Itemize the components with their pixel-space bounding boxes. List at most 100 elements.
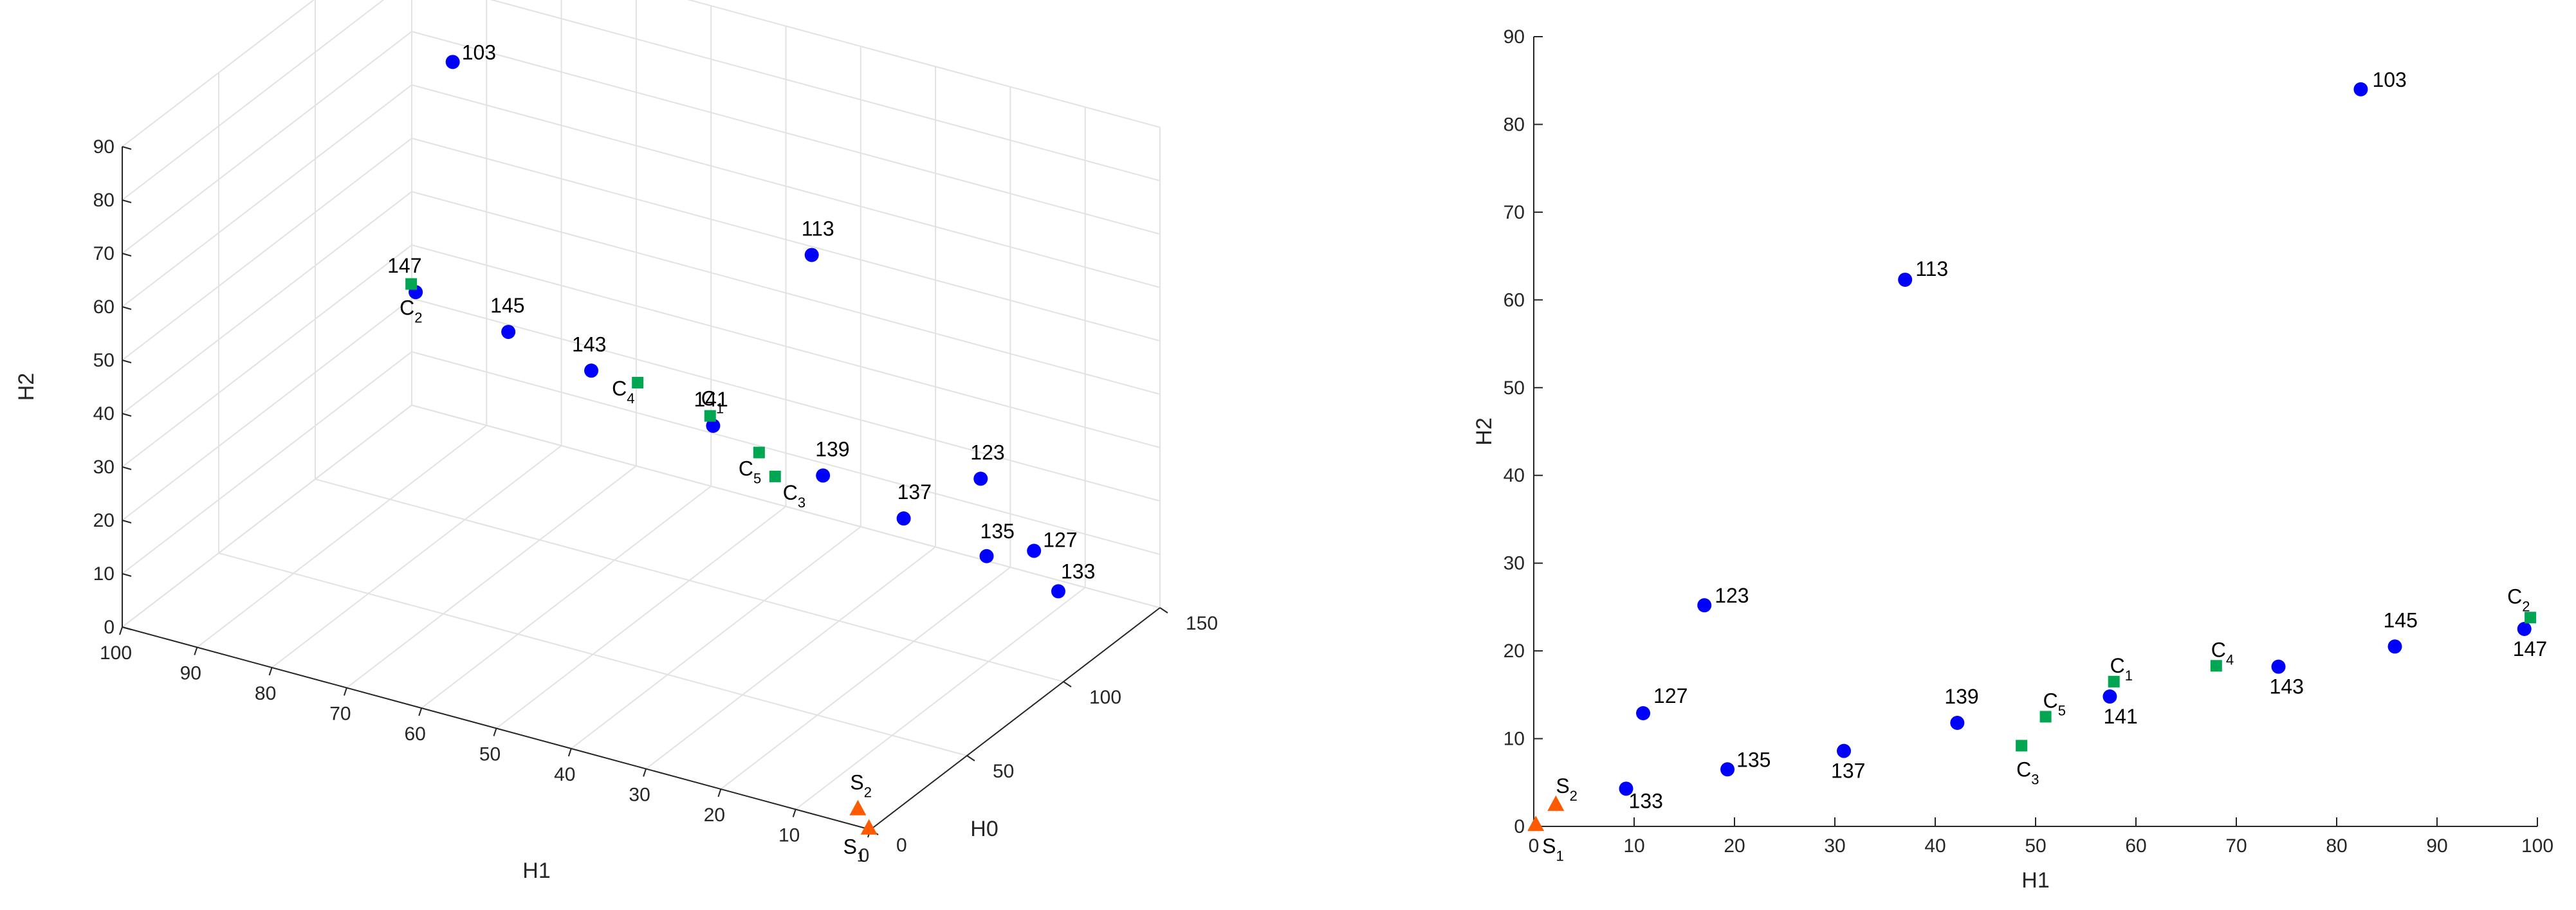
h1-tick-label: 60 (405, 723, 426, 745)
grid-line (571, 526, 861, 749)
x-axis-label: H1 (2021, 868, 2049, 893)
h2-tick-mark (122, 146, 132, 150)
grid-line (411, 405, 1161, 608)
data-point-square (2108, 675, 2120, 687)
grid-line (495, 505, 787, 729)
grid-line (720, 567, 1011, 790)
y-tick-label: 50 (1504, 378, 1525, 399)
point-label-3d: C5 (739, 457, 761, 487)
x-tick-label: 0 (1529, 835, 1540, 857)
h1-tick-mark (268, 667, 273, 676)
x-tick-label: 40 (1924, 835, 1946, 857)
point-label-3d: S2 (850, 771, 872, 801)
h2-tick-mark (122, 626, 132, 630)
panel-2d: 0 10 20 30 40 50 60 70 80 90 100 0 10 20 30 40 50 60 70 80 9… (1472, 26, 2553, 893)
x-tick-label: 30 (1824, 835, 1845, 857)
h2-tick-mark (122, 306, 132, 310)
y-tick-label: 90 (1504, 26, 1525, 48)
h0-tick-label: 100 (1089, 687, 1121, 708)
h2-tick-mark (122, 359, 132, 363)
h1-tick-label: 20 (704, 805, 725, 826)
h1-tick-label: 0 (859, 845, 870, 866)
h1-tick-mark (194, 647, 198, 655)
point-label-3d: 143 (572, 332, 606, 356)
point-label-3d: 139 (815, 437, 849, 460)
data-point-3d-square (753, 446, 765, 459)
data-point-3d-circle (979, 549, 994, 563)
h1-tick-label: 80 (255, 683, 276, 704)
x-tick-label: 60 (2125, 835, 2146, 857)
y-tick-label: 70 (1504, 202, 1525, 223)
grid-line (490, 0, 1161, 181)
point-label-3d: 127 (1043, 528, 1077, 551)
point-label-3d: 103 (462, 41, 496, 64)
point-label: 127 (1653, 684, 1688, 707)
grid-line (122, 405, 412, 628)
h1-tick-mark (567, 748, 572, 757)
point-label-3d: C2 (400, 296, 422, 326)
data-point-3d-circle (706, 419, 721, 433)
x-tick-label: 80 (2326, 835, 2347, 857)
point-label-3d: 145 (490, 294, 524, 317)
point-label-3d: 133 (1061, 560, 1095, 583)
data-point-3d-square (632, 377, 644, 389)
data-point-3d-circle (1051, 584, 1066, 599)
h1-tick-mark (792, 809, 796, 817)
point-label: C4 (2211, 638, 2234, 668)
data-point-triangle (1547, 795, 1565, 811)
data-point-circle (1837, 743, 1852, 758)
point-label-3d: 135 (980, 520, 1015, 543)
grid-line (122, 244, 412, 468)
h2-tick-label: 60 (93, 296, 115, 318)
x-tick-label: 70 (2225, 835, 2247, 857)
grid-line (122, 191, 412, 414)
h0-tick-mark (966, 755, 975, 761)
h1-tick-mark (493, 728, 497, 736)
point-label-3d: 141 (694, 388, 728, 411)
grid-line (122, 0, 385, 201)
data-point-3d-square (769, 470, 781, 482)
data-point-3d-circle (896, 511, 911, 526)
h2-tick-mark (122, 466, 132, 470)
grid-line (411, 298, 1161, 502)
h1-axis-label: H1 (522, 859, 550, 883)
x-tick-label: 100 (2521, 835, 2553, 857)
h2-tick-mark (122, 573, 132, 577)
point-label-3d: C1 (701, 387, 724, 417)
h1-tick-label: 40 (554, 764, 575, 785)
grid-line (218, 552, 968, 756)
h0-tick-mark (1063, 681, 1072, 687)
grid-line (122, 138, 412, 361)
h1-tick-mark (418, 707, 423, 716)
h1-tick-mark (717, 788, 722, 797)
grid-line (196, 424, 487, 648)
h2-tick-label: 90 (93, 136, 115, 158)
data-point-square (2525, 612, 2537, 624)
point-label: S2 (1556, 774, 1578, 804)
data-point-circle (2387, 639, 2402, 654)
grid-line (645, 546, 936, 770)
data-point-3d-triangle (849, 799, 867, 815)
grid-line (122, 31, 412, 254)
h1-tick-mark (343, 687, 347, 696)
point-label: 141 (2103, 705, 2137, 728)
data-point-3d-triangle (860, 819, 878, 835)
h2-tick-mark (122, 199, 132, 203)
h2-tick-label: 30 (93, 457, 115, 478)
data-point-triangle (1527, 815, 1545, 832)
h1-tick-label: 90 (180, 663, 201, 684)
data-point-square (2210, 660, 2222, 672)
h1-tick-label: 30 (629, 785, 650, 806)
y-tick-label: 0 (1514, 816, 1525, 837)
point-label: C2 (2507, 585, 2530, 614)
y-tick-label: 80 (1504, 114, 1525, 135)
data-point-3d-circle (445, 55, 460, 69)
point-label: 133 (1629, 789, 1663, 812)
point-label: C3 (2016, 758, 2039, 787)
grid-line (122, 351, 412, 574)
y-tick-label: 40 (1504, 465, 1525, 486)
h1-tick-mark (119, 626, 123, 635)
h0-axis (870, 607, 1161, 830)
point-label: 113 (1915, 257, 1948, 280)
y-tick-label: 20 (1504, 641, 1525, 662)
